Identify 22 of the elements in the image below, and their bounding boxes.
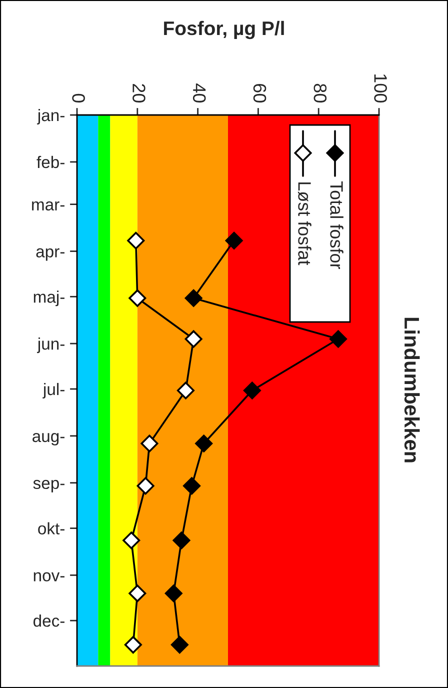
y-tick-label: jan-: [37, 108, 64, 124]
text: Lindumbekken: [404, 318, 420, 462]
y-tick-label: jun-: [37, 338, 64, 354]
y-tick-label: okt-: [38, 522, 64, 534]
y-tick-label: feb-: [36, 156, 64, 168]
legend-label: Løst fosfat: [298, 182, 312, 266]
y-tick-label: dec-: [33, 614, 64, 627]
y-tick-label: sep-: [33, 480, 64, 492]
x-tick-label: 40: [192, 84, 206, 102]
y-tick-label: aug-: [32, 432, 64, 446]
legend-label: Total fosfor: [330, 181, 344, 270]
y-tick-label: maj-: [34, 290, 64, 306]
y-tick-label: jul-: [42, 382, 64, 398]
x-tick-label: 100: [374, 74, 387, 102]
y-tick-label: apr-: [36, 248, 64, 261]
x-tick-label: 20: [132, 84, 146, 102]
y-tick-label: nov-: [34, 572, 64, 582]
x-tick-label: 60: [253, 84, 266, 102]
x-tick-label: 80: [314, 84, 327, 102]
y-tick-label: mar-: [32, 201, 64, 211]
chart-title: Fosfor, µg P/l: [164, 20, 284, 40]
x-tick-label: 0: [72, 94, 85, 102]
